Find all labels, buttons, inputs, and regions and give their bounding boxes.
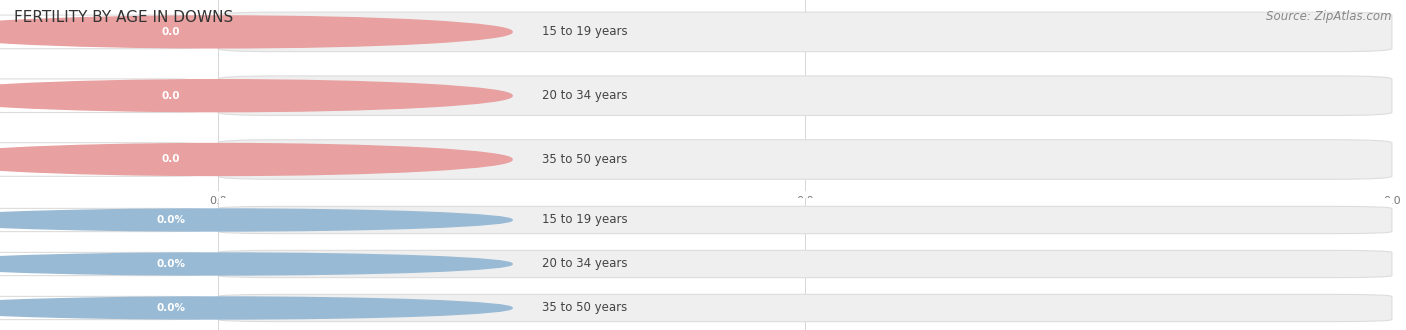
Text: 35 to 50 years: 35 to 50 years bbox=[541, 153, 627, 166]
FancyBboxPatch shape bbox=[135, 19, 207, 45]
FancyBboxPatch shape bbox=[0, 296, 207, 319]
FancyBboxPatch shape bbox=[135, 147, 207, 172]
FancyBboxPatch shape bbox=[135, 211, 207, 229]
FancyBboxPatch shape bbox=[0, 15, 207, 49]
FancyBboxPatch shape bbox=[0, 209, 207, 232]
Text: 0.0: 0.0 bbox=[162, 27, 180, 37]
Text: Source: ZipAtlas.com: Source: ZipAtlas.com bbox=[1267, 10, 1392, 23]
FancyBboxPatch shape bbox=[135, 83, 207, 108]
Text: 15 to 19 years: 15 to 19 years bbox=[541, 25, 627, 38]
FancyBboxPatch shape bbox=[218, 12, 1392, 52]
Circle shape bbox=[0, 209, 512, 231]
Circle shape bbox=[0, 253, 512, 275]
FancyBboxPatch shape bbox=[135, 255, 207, 273]
Text: 15 to 19 years: 15 to 19 years bbox=[541, 214, 627, 226]
Text: FERTILITY BY AGE IN DOWNS: FERTILITY BY AGE IN DOWNS bbox=[14, 10, 233, 25]
FancyBboxPatch shape bbox=[218, 250, 1392, 278]
Text: 0.0: 0.0 bbox=[162, 154, 180, 164]
FancyBboxPatch shape bbox=[218, 294, 1392, 322]
Text: 20 to 34 years: 20 to 34 years bbox=[541, 89, 627, 102]
Circle shape bbox=[0, 16, 512, 48]
Text: 20 to 34 years: 20 to 34 years bbox=[541, 257, 627, 271]
Text: 0.0%: 0.0% bbox=[156, 259, 186, 269]
Text: 35 to 50 years: 35 to 50 years bbox=[541, 302, 627, 314]
FancyBboxPatch shape bbox=[0, 79, 207, 113]
Text: 0.0%: 0.0% bbox=[156, 215, 186, 225]
FancyBboxPatch shape bbox=[0, 143, 207, 176]
FancyBboxPatch shape bbox=[218, 140, 1392, 179]
FancyBboxPatch shape bbox=[135, 299, 207, 317]
FancyBboxPatch shape bbox=[0, 252, 207, 276]
Circle shape bbox=[0, 144, 512, 176]
Text: 0.0%: 0.0% bbox=[156, 303, 186, 313]
FancyBboxPatch shape bbox=[218, 76, 1392, 116]
FancyBboxPatch shape bbox=[218, 206, 1392, 234]
Circle shape bbox=[0, 80, 512, 112]
Circle shape bbox=[0, 297, 512, 319]
Text: 0.0: 0.0 bbox=[162, 91, 180, 101]
